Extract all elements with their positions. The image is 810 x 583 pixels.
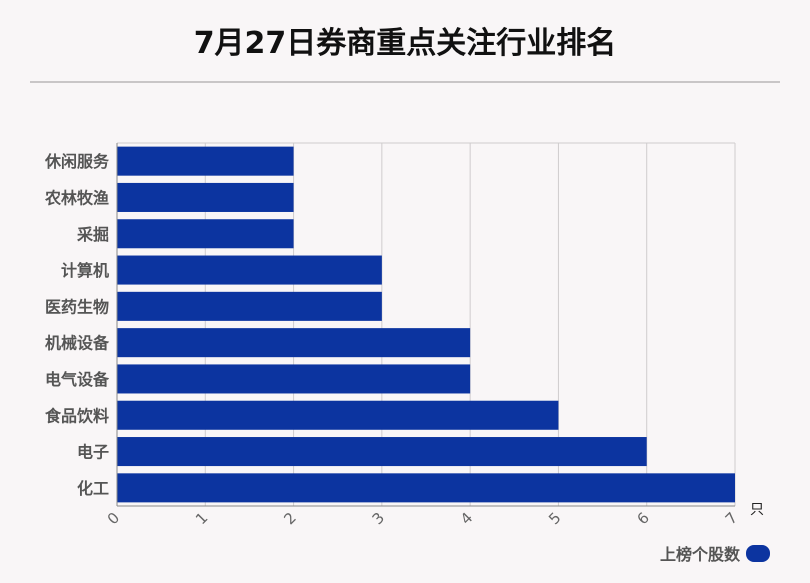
bar <box>117 437 647 467</box>
bar <box>117 364 471 394</box>
x-axis-unit-label: 只 <box>750 502 764 518</box>
bar <box>117 255 382 285</box>
category-label: 采掘 <box>76 225 109 244</box>
bar <box>117 182 294 212</box>
category-label: 计算机 <box>61 261 109 280</box>
legend-label: 上榜个股数 <box>659 545 740 564</box>
category-label: 电子 <box>77 443 109 462</box>
x-tick-label: 6 <box>633 509 652 528</box>
bar <box>117 328 471 358</box>
bar <box>117 473 735 503</box>
x-tick-label: 1 <box>192 509 211 528</box>
category-label: 机械设备 <box>45 334 110 353</box>
category-label: 休闲服务 <box>44 152 110 171</box>
title-divider <box>30 81 780 83</box>
bar <box>117 400 559 430</box>
chart-title: 7月27日券商重点关注行业排名 <box>193 26 617 61</box>
x-tick-label: 7 <box>722 509 741 528</box>
x-tick-label: 2 <box>280 509 299 528</box>
x-tick-label: 5 <box>545 509 564 528</box>
category-label: 电气设备 <box>45 370 110 389</box>
category-label: 食品饮料 <box>44 406 109 425</box>
category-label: 医药生物 <box>45 297 109 316</box>
bar <box>117 291 382 321</box>
bar <box>117 146 294 176</box>
x-tick-label: 3 <box>369 509 388 528</box>
x-tick-label: 4 <box>457 509 476 528</box>
bar <box>117 219 294 249</box>
category-label: 化工 <box>77 479 109 498</box>
category-label: 农林牧渔 <box>44 188 109 207</box>
legend: 上榜个股数 <box>660 541 770 565</box>
legend-swatch <box>746 544 770 562</box>
x-tick-label: 0 <box>104 509 123 528</box>
bars <box>117 146 735 503</box>
axes <box>116 143 735 507</box>
x-tick-labels: 0 1 2 3 4 5 6 7 <box>104 509 741 528</box>
